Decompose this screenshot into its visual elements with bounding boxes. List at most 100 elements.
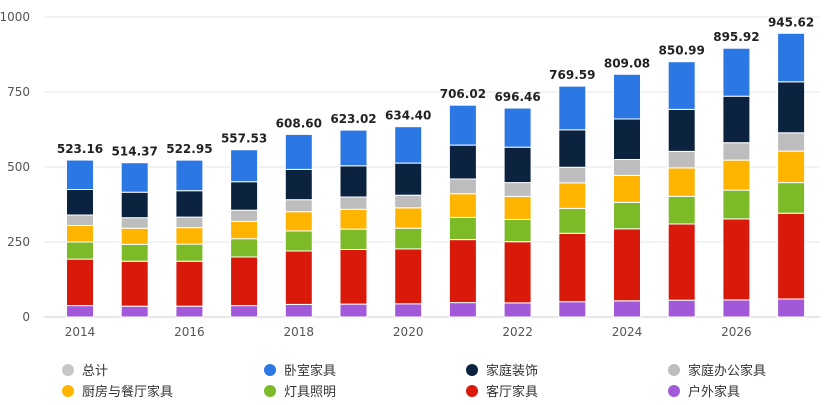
bar-segment[interactable]	[777, 298, 806, 318]
bar-segment[interactable]	[120, 305, 149, 318]
bar-segment[interactable]	[66, 241, 94, 260]
bar-segment[interactable]	[613, 159, 641, 176]
bar-segment[interactable]	[448, 302, 477, 318]
bar-stack-2014[interactable]	[66, 159, 94, 318]
bar-segment[interactable]	[667, 223, 696, 301]
bar-segment[interactable]	[339, 196, 368, 210]
bar-segment[interactable]	[448, 144, 477, 180]
bar-segment[interactable]	[503, 182, 532, 197]
bar-segment[interactable]	[722, 299, 751, 318]
bar-segment[interactable]	[503, 195, 532, 220]
bar-segment[interactable]	[558, 182, 587, 209]
bar-segment[interactable]	[394, 162, 423, 196]
bar-segment[interactable]	[613, 228, 641, 302]
bar-segment[interactable]	[667, 61, 696, 110]
bar-segment[interactable]	[339, 249, 368, 305]
bar-segment[interactable]	[394, 303, 423, 318]
bar-segment[interactable]	[777, 212, 806, 300]
bar-segment[interactable]	[558, 85, 587, 131]
legend-item[interactable]: 卧室家具	[264, 360, 336, 379]
bar-segment[interactable]	[613, 201, 641, 230]
bar-segment[interactable]	[613, 174, 641, 203]
bar-segment[interactable]	[667, 299, 696, 318]
bar-segment[interactable]	[230, 238, 259, 258]
bar-segment[interactable]	[558, 301, 587, 318]
bar-segment[interactable]	[339, 228, 368, 251]
bar-segment[interactable]	[230, 209, 259, 222]
bar-segment[interactable]	[448, 104, 477, 146]
bar-segment[interactable]	[120, 227, 149, 245]
bar-segment[interactable]	[667, 108, 696, 152]
bar-segment[interactable]	[722, 218, 751, 301]
bar-segment[interactable]	[448, 193, 477, 218]
bar-stack-2022[interactable]	[503, 107, 532, 318]
bar-segment[interactable]	[667, 150, 696, 169]
legend-item[interactable]: 厨房与餐厅家具	[62, 381, 173, 400]
bar-segment[interactable]	[284, 250, 313, 305]
bar-segment[interactable]	[558, 207, 587, 234]
bar-stack-2018[interactable]	[284, 133, 313, 318]
bar-segment[interactable]	[66, 258, 94, 307]
bar-segment[interactable]	[667, 195, 696, 225]
bar-stack-2017[interactable]	[230, 149, 259, 318]
bar-segment[interactable]	[284, 133, 313, 170]
bar-segment[interactable]	[230, 181, 259, 211]
bar-stack-2019[interactable]	[339, 129, 368, 318]
legend-item[interactable]: 家庭装饰	[466, 360, 538, 379]
bar-segment[interactable]	[722, 189, 751, 220]
bar-stack-2016[interactable]	[175, 159, 204, 318]
bar-segment[interactable]	[613, 118, 641, 160]
bar-segment[interactable]	[339, 208, 368, 230]
legend-item[interactable]: 户外家具	[668, 381, 740, 400]
bar-stack-2026[interactable]	[722, 47, 751, 318]
bar-segment[interactable]	[120, 260, 149, 307]
bar-segment[interactable]	[175, 216, 204, 229]
bar-segment[interactable]	[558, 129, 587, 168]
bar-segment[interactable]	[284, 168, 313, 201]
legend-item[interactable]: 灯具照明	[264, 381, 336, 400]
bar-segment[interactable]	[175, 260, 204, 307]
bar-segment[interactable]	[777, 32, 806, 83]
bar-segment[interactable]	[339, 129, 368, 167]
bar-segment[interactable]	[667, 167, 696, 197]
bar-segment[interactable]	[284, 303, 313, 318]
bar-segment[interactable]	[722, 142, 751, 161]
bar-segment[interactable]	[394, 194, 423, 209]
bar-segment[interactable]	[120, 162, 149, 193]
bar-segment[interactable]	[558, 166, 587, 184]
bar-segment[interactable]	[448, 178, 477, 195]
bar-segment[interactable]	[66, 305, 94, 318]
bar-segment[interactable]	[66, 225, 94, 243]
bar-segment[interactable]	[230, 305, 259, 318]
bar-segment[interactable]	[66, 159, 94, 191]
bar-stack-2027[interactable]	[777, 32, 806, 318]
bar-segment[interactable]	[339, 165, 368, 198]
bar-segment[interactable]	[394, 207, 423, 229]
bar-segment[interactable]	[175, 305, 204, 318]
bar-segment[interactable]	[175, 190, 204, 218]
bar-segment[interactable]	[230, 149, 259, 183]
bar-segment[interactable]	[284, 211, 313, 232]
bar-stack-2020[interactable]	[394, 126, 423, 318]
bar-segment[interactable]	[448, 216, 477, 241]
bar-segment[interactable]	[120, 191, 149, 219]
bar-segment[interactable]	[175, 227, 204, 245]
bar-segment[interactable]	[175, 243, 204, 262]
bar-segment[interactable]	[66, 189, 94, 216]
bar-segment[interactable]	[339, 303, 368, 318]
bar-segment[interactable]	[503, 107, 532, 148]
bar-stack-2023[interactable]	[558, 85, 587, 318]
bar-segment[interactable]	[394, 248, 423, 305]
bar-segment[interactable]	[503, 302, 532, 318]
bar-segment[interactable]	[284, 199, 313, 213]
bar-segment[interactable]	[448, 239, 477, 304]
bar-segment[interactable]	[777, 150, 806, 184]
bar-segment[interactable]	[66, 214, 94, 226]
bar-segment[interactable]	[503, 146, 532, 184]
bar-segment[interactable]	[777, 182, 806, 214]
bar-stack-2015[interactable]	[120, 162, 149, 318]
bar-segment[interactable]	[722, 159, 751, 191]
bar-segment[interactable]	[394, 227, 423, 250]
bar-stack-2025[interactable]	[667, 61, 696, 318]
bar-segment[interactable]	[722, 47, 751, 97]
